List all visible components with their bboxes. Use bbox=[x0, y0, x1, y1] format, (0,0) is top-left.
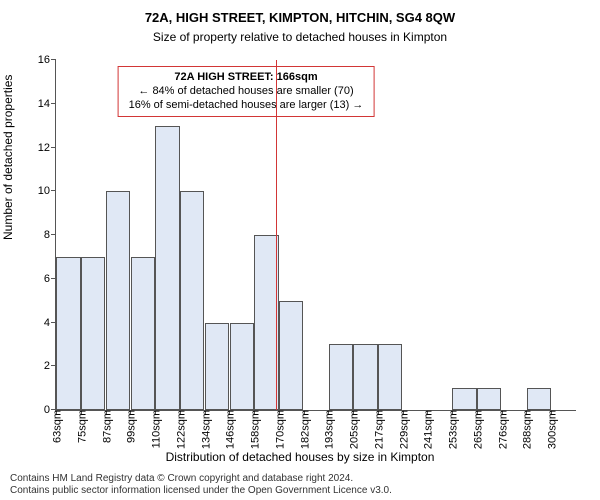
xtick-label: 75sqm bbox=[73, 410, 88, 443]
chart-subtitle: Size of property relative to detached ho… bbox=[0, 30, 600, 44]
ytick-label: 12 bbox=[38, 142, 56, 154]
xtick-label: 300sqm bbox=[544, 410, 559, 449]
xtick-label: 87sqm bbox=[98, 410, 113, 443]
caption-line-2: Contains public sector information licen… bbox=[10, 485, 392, 497]
chart-figure: 72A, HIGH STREET, KIMPTON, HITCHIN, SG4 … bbox=[0, 0, 600, 500]
plot-area: 72A HIGH STREET: 166sqm ← 84% of detache… bbox=[55, 60, 576, 411]
ytick-label: 2 bbox=[44, 360, 56, 372]
xtick-label: 134sqm bbox=[197, 410, 212, 449]
histogram-bar bbox=[452, 388, 476, 410]
info-line-2: ← 84% of detached houses are smaller (70… bbox=[129, 85, 364, 99]
histogram-bar bbox=[279, 301, 303, 410]
histogram-bar bbox=[56, 257, 80, 410]
histogram-bar bbox=[353, 344, 377, 410]
histogram-bar bbox=[477, 388, 501, 410]
x-axis-label: Distribution of detached houses by size … bbox=[0, 450, 600, 464]
xtick-label: 110sqm bbox=[148, 410, 163, 448]
chart-title: 72A, HIGH STREET, KIMPTON, HITCHIN, SG4 … bbox=[0, 10, 600, 25]
y-axis-label: Number of detached properties bbox=[1, 75, 15, 240]
xtick-label: 288sqm bbox=[519, 410, 534, 449]
xtick-label: 122sqm bbox=[172, 410, 187, 449]
histogram-bar bbox=[378, 344, 402, 410]
histogram-bar bbox=[527, 388, 551, 410]
ytick-label: 10 bbox=[38, 185, 56, 197]
caption: Contains HM Land Registry data © Crown c… bbox=[10, 473, 392, 496]
caption-line-1: Contains HM Land Registry data © Crown c… bbox=[10, 473, 392, 485]
ytick-label: 6 bbox=[44, 273, 56, 285]
histogram-bar bbox=[81, 257, 105, 410]
xtick-label: 182sqm bbox=[296, 410, 311, 449]
ytick-label: 14 bbox=[38, 98, 56, 110]
info-box: 72A HIGH STREET: 166sqm ← 84% of detache… bbox=[118, 66, 375, 117]
xtick-label: 241sqm bbox=[420, 410, 435, 449]
histogram-bar bbox=[106, 191, 130, 410]
histogram-bar bbox=[205, 323, 229, 411]
xtick-label: 265sqm bbox=[469, 410, 484, 449]
marker-line bbox=[276, 60, 277, 410]
info-line-3: 16% of semi-detached houses are larger (… bbox=[129, 99, 364, 113]
info-line-1: 72A HIGH STREET: 166sqm bbox=[129, 71, 364, 85]
xtick-label: 170sqm bbox=[271, 410, 286, 449]
xtick-label: 217sqm bbox=[370, 410, 385, 449]
ytick-label: 16 bbox=[38, 54, 56, 66]
xtick-label: 158sqm bbox=[247, 410, 262, 449]
xtick-label: 276sqm bbox=[494, 410, 509, 449]
histogram-bar bbox=[155, 126, 179, 410]
xtick-label: 253sqm bbox=[445, 410, 460, 449]
xtick-label: 146sqm bbox=[222, 410, 237, 449]
histogram-bar bbox=[180, 191, 204, 410]
xtick-label: 99sqm bbox=[123, 410, 138, 443]
histogram-bar bbox=[230, 323, 254, 411]
xtick-label: 63sqm bbox=[49, 410, 64, 443]
xtick-label: 193sqm bbox=[321, 410, 336, 449]
ytick-label: 4 bbox=[44, 317, 56, 329]
xtick-label: 205sqm bbox=[346, 410, 361, 449]
histogram-bar bbox=[131, 257, 155, 410]
xtick-label: 229sqm bbox=[395, 410, 410, 449]
ytick-label: 8 bbox=[44, 229, 56, 241]
histogram-bar bbox=[329, 344, 353, 410]
histogram-bar bbox=[254, 235, 278, 410]
